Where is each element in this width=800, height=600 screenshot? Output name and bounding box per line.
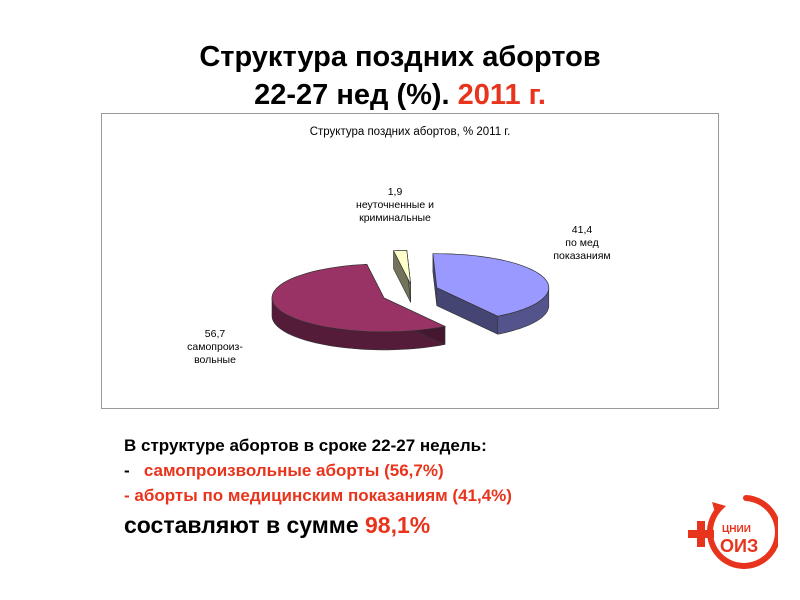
pie-slice-2: [392, 250, 412, 285]
label-med: 41,4 по мед показаниям: [534, 224, 630, 263]
pie-slice-0: [432, 253, 550, 317]
summary-item-2: - аборты по медицинским показаниям (41,4…: [124, 486, 512, 505]
label-other-value: 1,9: [387, 186, 403, 198]
summary-item-1-dash: -: [124, 461, 130, 480]
label-other: 1,9 неуточненные и криминальные: [330, 186, 460, 225]
summary-total-value: 98,1%: [365, 512, 431, 538]
title-line-2: 22-27 нед (%). 2011 г.: [60, 76, 740, 114]
label-med-line1: по мед: [565, 237, 599, 249]
summary-total: составляют в сумме 98,1%: [124, 508, 684, 542]
logo-text-bottom: ОИЗ: [720, 536, 758, 556]
label-spont: 56,7 самопроиз- вольные: [170, 328, 260, 367]
chart-title: Структура поздних абортов, % 2011 г.: [309, 126, 511, 138]
summary-intro: В структуре абортов в сроке 22-27 недель…: [124, 436, 487, 455]
summary-item-1: - самопроизвольные аборты (56,7%): [124, 458, 684, 483]
label-other-line2: криминальные: [359, 212, 431, 224]
page-title: Структура поздних абортов 22-27 нед (%).…: [60, 38, 740, 114]
label-spont-line2: вольные: [194, 354, 236, 366]
pie-chart: Структура поздних абортов, % 2011 г. 1,9…: [101, 113, 719, 409]
label-med-line2: показаниям: [553, 250, 611, 262]
title-line-1: Структура поздних абортов: [199, 41, 601, 73]
label-spont-line1: самопроиз-: [187, 341, 243, 353]
label-med-value: 41,4: [571, 224, 593, 236]
label-spont-value: 56,7: [204, 328, 226, 340]
pie-slice-1: [271, 263, 447, 333]
label-other-line1: неуточненные и: [356, 199, 434, 211]
summary-text: В структуре абортов в сроке 22-27 недель…: [124, 433, 684, 542]
title-period: 22-27 нед (%).: [254, 79, 450, 111]
title-year: 2011 г.: [457, 79, 546, 111]
institute-logo-icon: ЦНИИ ОИЗ: [688, 495, 778, 569]
logo-text-top: ЦНИИ: [722, 524, 751, 535]
pie-chart-svg: [271, 250, 550, 351]
summary-item-1-text: самопроизвольные аборты (56,7%): [143, 461, 444, 480]
summary-total-text: составляют в сумме: [124, 512, 359, 538]
